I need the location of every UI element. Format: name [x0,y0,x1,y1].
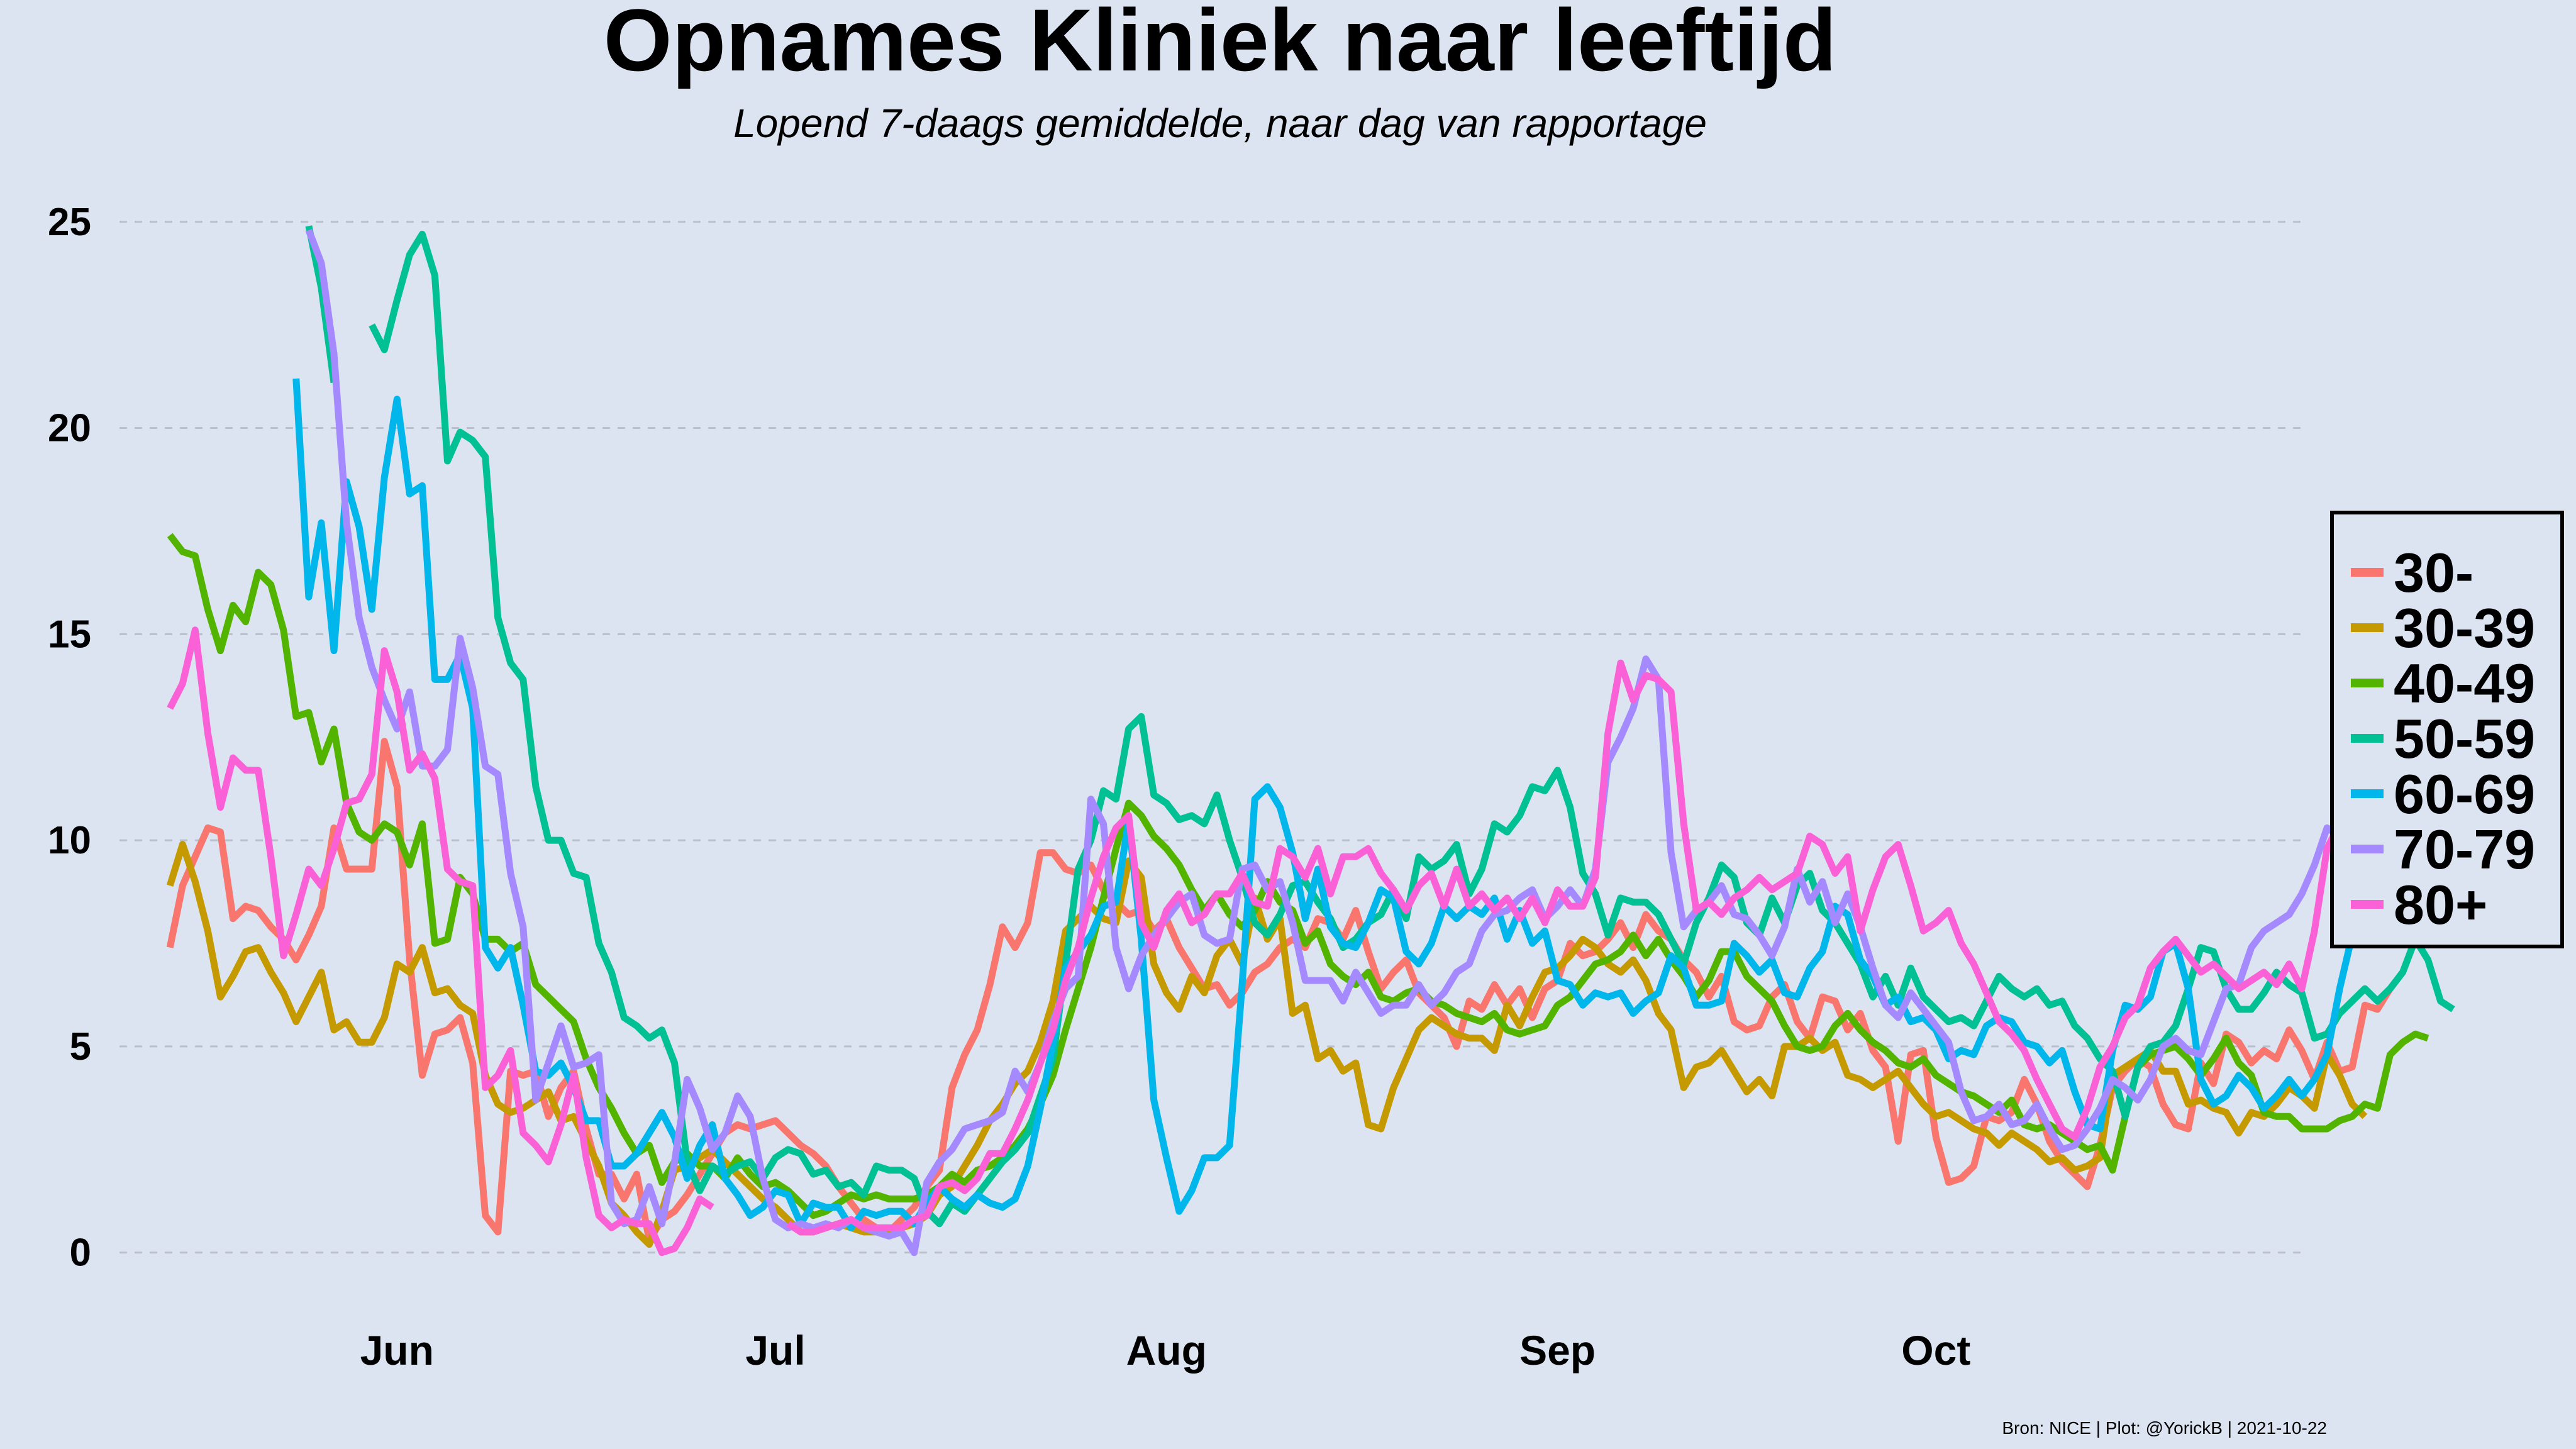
legend-label-30-39: 30-39 [2394,597,2535,659]
legend-label-80+: 80+ [2394,874,2487,936]
series-line-80+ [167,512,2456,1257]
legend-label-30-: 30- [2394,541,2473,604]
y-tick-label: 15 [48,613,91,656]
chart-caption: Bron: NICE | Plot: @YorickB | 2021-10-22 [2002,1418,2327,1438]
x-axis-ticks: Jun Jul Aug Sep Oct [360,1327,1971,1374]
chart-subtitle: Lopend 7-daags gemiddelde, naar dag van … [733,101,1707,146]
series-line-60-69 [292,378,2455,1231]
y-tick-label: 5 [70,1025,91,1069]
x-tick-label: Jun [360,1327,434,1374]
legend-label-60-69: 60-69 [2394,763,2535,825]
y-tick-label: 10 [48,819,91,862]
x-tick-label: Sep [1519,1327,1596,1374]
series-line-50-59 [305,225,2455,1228]
y-axis-ticks: 0 5 10 15 20 25 [48,201,91,1275]
legend-label-70-79: 70-79 [2394,818,2535,880]
legend-label-40-49: 40-49 [2394,652,2535,714]
y-tick-label: 25 [48,201,91,244]
x-tick-label: Jul [745,1327,805,1374]
legend-label-50-59: 50-59 [2394,708,2535,770]
series-line-70-79 [305,228,2430,1257]
x-tick-label: Aug [1126,1327,1207,1374]
series-lines [166,225,2456,1257]
legend-box [2330,511,2564,948]
y-tick-label: 0 [70,1231,91,1275]
y-tick-label: 20 [48,407,91,450]
x-tick-label: Oct [1901,1327,1970,1374]
chart-title: Opnames Kliniek naar leeftijd [604,0,1837,89]
